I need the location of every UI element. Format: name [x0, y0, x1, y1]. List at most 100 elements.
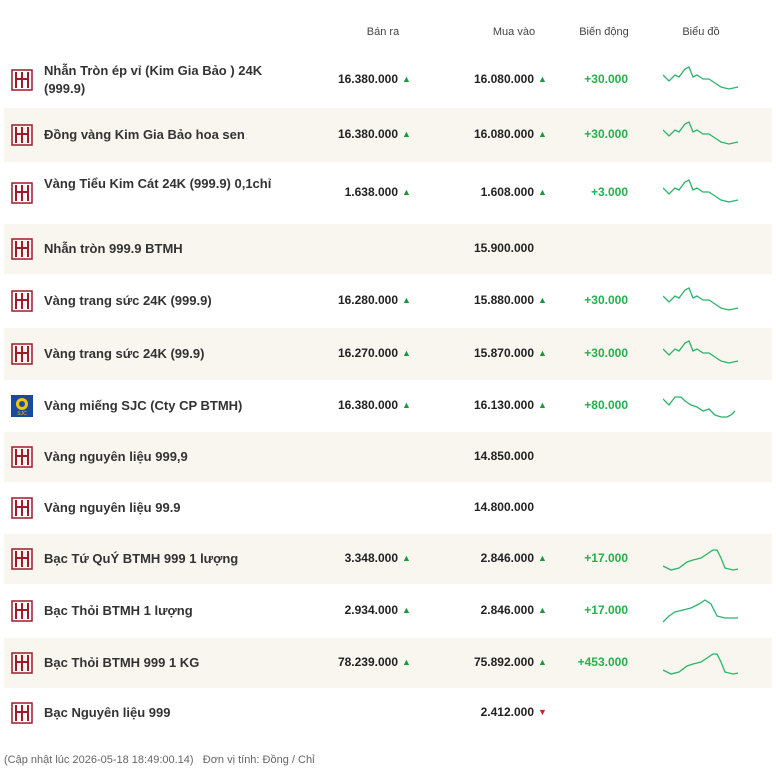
- logo: [11, 702, 33, 724]
- logo: [11, 600, 33, 622]
- table-row: Nhẫn tròn 999.9 BTMH 15.900.000: [4, 224, 772, 274]
- buy-arrow: ▲: [538, 400, 547, 410]
- buy-arrow: ▲: [538, 129, 547, 139]
- table-row: Vàng trang sức 24K (999.9) 16.280.000 ▲ 15.…: [4, 274, 772, 328]
- sell-arrow: ▲: [402, 295, 411, 305]
- product-name: Vàng nguyên liệu 99.9: [44, 500, 181, 515]
- buy-price: 14.850.000: [473, 449, 534, 463]
- sell-arrow: ▲: [402, 348, 411, 358]
- change: +30.000: [584, 293, 628, 307]
- sell-arrow: ▲: [402, 553, 411, 563]
- buy-price: 2.846.000: [480, 551, 534, 565]
- sell-price: 16.380.000: [337, 127, 398, 141]
- logo: [11, 69, 33, 91]
- product-name: Vàng miếng SJC (Cty CP BTMH): [44, 398, 243, 413]
- sparkline: [663, 653, 739, 675]
- sell-arrow: ▲: [402, 605, 411, 615]
- logo: [11, 238, 33, 260]
- logo: [11, 290, 33, 312]
- sparkline: [663, 66, 739, 90]
- sell-price: 3.348.000: [344, 551, 398, 565]
- product-name: Nhẫn tròn 999.9 BTMH: [44, 241, 183, 256]
- sell-arrow: ▲: [402, 74, 411, 84]
- sell-arrow: ▲: [402, 187, 411, 197]
- table-row: Bạc Thỏi BTMH 1 lượng 2.934.000 ▲ 2.846.000…: [4, 584, 772, 638]
- buy-arrow: ▼: [538, 707, 547, 717]
- sell-arrow: ▲: [402, 657, 411, 667]
- table-row: Bạc Tứ QuÝ BTMH 999 1 lượng 3.348.000 ▲ 2.8…: [4, 534, 772, 584]
- sell-arrow: ▲: [402, 129, 411, 139]
- change: +80.000: [584, 398, 628, 412]
- table-row: Vàng nguyên liệu 999,9 14.850.000: [4, 432, 772, 482]
- sell-price: 16.270.000: [337, 346, 398, 360]
- header-chart: Biểu đồ: [682, 26, 720, 38]
- product-name: Đồng vàng Kim Gia Bảo hoa sen: [44, 127, 245, 142]
- buy-arrow: ▲: [538, 657, 547, 667]
- buy-price: 15.870.000: [473, 346, 534, 360]
- footer: (Cập nhật lúc 2026-05-18 18:49:00.14) Đơ…: [4, 754, 315, 766]
- change: +17.000: [584, 603, 628, 617]
- buy-price: 15.880.000: [473, 293, 534, 307]
- sparkline: [663, 340, 739, 364]
- logo: SJC: [11, 395, 33, 417]
- buy-arrow: ▲: [538, 605, 547, 615]
- product-name: Vàng trang sức 24K (99.9): [44, 346, 205, 361]
- buy-price: 1.608.000: [480, 185, 534, 199]
- sell-price: 16.380.000: [337, 398, 398, 412]
- sparkline: [663, 179, 739, 203]
- logo: [11, 497, 33, 519]
- change: +30.000: [584, 346, 628, 360]
- change: +30.000: [584, 127, 628, 141]
- logo: [11, 124, 33, 146]
- buy-arrow: ▲: [538, 295, 547, 305]
- buy-price: 16.130.000: [473, 398, 534, 412]
- sparkline: [663, 287, 739, 311]
- buy-price: 14.800.000: [473, 500, 534, 514]
- buy-price: 15.900.000: [473, 241, 534, 255]
- logo: [11, 446, 33, 468]
- buy-arrow: ▲: [538, 74, 547, 84]
- buy-price: 16.080.000: [473, 127, 534, 141]
- logo: [11, 548, 33, 570]
- sell-price: 16.380.000: [337, 72, 398, 86]
- product-name: Bạc Thỏi BTMH 999 1 KG: [44, 655, 200, 670]
- logo: [11, 652, 33, 674]
- product-name: Vàng Tiểu Kim Cát 24K (999.9) 0,1chỉ: [44, 176, 272, 191]
- unit: Đơn vị tính: Đồng / Chỉ: [202, 754, 315, 766]
- change: +30.000: [584, 72, 628, 86]
- sell-arrow: ▲: [402, 400, 411, 410]
- table-row: Nhẫn Tròn ép vỉ (Kim Gia Bảo ) 24K (999.…: [4, 52, 772, 108]
- sparkline: [663, 599, 738, 623]
- table-row: Đồng vàng Kim Gia Bảo hoa sen 16.380.000 ▲…: [4, 108, 772, 162]
- product-name: Nhẫn Tròn ép vỉ (Kim Gia Bảo ) 24K (999.…: [44, 63, 263, 96]
- product-name: Vàng trang sức 24K (999.9): [44, 293, 212, 308]
- change: +453.000: [577, 655, 628, 669]
- sparkline: [663, 549, 739, 571]
- sell-price: 16.280.000: [337, 293, 398, 307]
- sell-price: 2.934.000: [344, 603, 398, 617]
- buy-arrow: ▲: [538, 187, 547, 197]
- product-name: Bạc Tứ QuÝ BTMH 999 1 lượng: [44, 551, 239, 566]
- table-row: SJC Vàng miếng SJC (Cty CP BTMH) 16.380.00…: [4, 380, 772, 432]
- logo: [11, 182, 33, 204]
- header-buy: Mua vào: [492, 26, 536, 38]
- logo: [11, 343, 33, 365]
- header-change: Biến động: [579, 26, 629, 38]
- product-name: Vàng nguyên liệu 999,9: [44, 449, 188, 464]
- table-row: Vàng nguyên liệu 99.9 14.800.000: [4, 482, 772, 534]
- table-row: Vàng trang sức 24K (99.9) 16.270.000 ▲ 15.8…: [4, 328, 772, 380]
- table-row: Vàng Tiểu Kim Cát 24K (999.9) 0,1chỉ 1.63…: [4, 162, 772, 224]
- buy-arrow: ▲: [538, 553, 547, 563]
- sell-price: 1.638.000: [344, 185, 398, 199]
- buy-price: 2.412.000: [480, 705, 534, 719]
- table-row: Bạc Nguyên liệu 999 2.412.000 ▼: [4, 688, 772, 738]
- product-name: Bạc Thỏi BTMH 1 lượng: [44, 603, 193, 618]
- change: +17.000: [584, 551, 628, 565]
- change: +3.000: [590, 185, 628, 199]
- buy-arrow: ▲: [538, 348, 547, 358]
- sparkline: [663, 121, 739, 145]
- buy-price: 16.080.000: [473, 72, 534, 86]
- updated: (Cập nhật lúc 2026-05-18 18:49:00.14): [4, 754, 194, 766]
- buy-price: 2.846.000: [480, 603, 534, 617]
